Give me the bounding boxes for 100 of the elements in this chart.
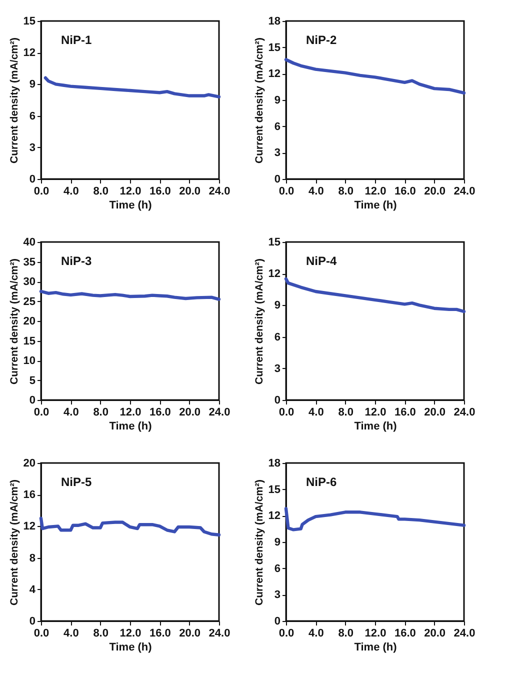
x-axis-title: Time (h) [109, 420, 152, 432]
x-tick-label: 12.0 [120, 186, 142, 198]
x-tick-label: 20.0 [424, 186, 446, 198]
annotation: NiP-6 [306, 475, 337, 489]
x-tick-label: 12.0 [364, 406, 386, 418]
y-tick-label: 3 [274, 147, 280, 160]
y-tick-label: 20 [23, 458, 36, 470]
x-tick-label: 8.0 [338, 406, 354, 418]
y-tick-label: 20 [23, 316, 36, 328]
y-tick-label: 0 [274, 174, 280, 186]
y-axis-title: Current density (mA/cm²) [8, 37, 20, 164]
line-series [284, 507, 466, 532]
y-tick-label: 25 [23, 296, 36, 308]
y-tick-label: 16 [23, 489, 36, 502]
x-tick-label: 4.0 [64, 186, 79, 198]
annotation: NiP-5 [61, 475, 92, 489]
x-tick-label: 16.0 [394, 628, 416, 640]
y-tick-label: 6 [274, 120, 280, 133]
x-tick-label: 0.0 [34, 186, 50, 198]
line-series [284, 277, 466, 314]
annotation: NiP-3 [61, 254, 92, 268]
x-tick-label: 20.0 [179, 186, 201, 198]
line-series [44, 76, 221, 98]
y-tick-label: 6 [274, 562, 280, 575]
y-tick-label: 15 [268, 236, 280, 248]
x-tick-label: 24.0 [208, 406, 230, 418]
y-tick-label: 4 [29, 584, 36, 596]
x-tick-label: 0.0 [278, 406, 294, 418]
x-tick-label: 4.0 [64, 406, 79, 418]
x-tick-label: 12.0 [364, 628, 386, 640]
y-tick-label: 12 [23, 47, 36, 60]
y-tick-label: 9 [274, 300, 280, 312]
y-axis-title: Current density (mA/cm²) [253, 479, 266, 606]
x-tick-label: 24.0 [208, 186, 230, 198]
y-tick-label: 18 [268, 458, 280, 470]
line-series [39, 516, 221, 536]
x-tick-label: 16.0 [149, 628, 171, 640]
y-axis-title: Current density (mA/cm²) [253, 37, 266, 164]
line-series [39, 290, 221, 301]
x-tick-label: 20.0 [424, 406, 446, 418]
y-tick-label: 5 [29, 374, 36, 387]
y-tick-label: 0 [29, 616, 36, 628]
x-tick-label: 8.0 [338, 628, 354, 640]
y-tick-label: 0 [29, 394, 36, 406]
x-tick-label: 12.0 [120, 406, 142, 418]
y-axis-title: Current density (mA/cm²) [253, 258, 266, 385]
y-tick-label: 12 [268, 68, 280, 80]
x-tick-label: 0.0 [278, 628, 294, 640]
y-tick-label: 6 [274, 331, 280, 344]
y-tick-label: 9 [274, 94, 280, 106]
x-tick-label: 16.0 [394, 186, 416, 198]
x-tick-label: 4.0 [308, 628, 324, 640]
y-tick-label: 15 [268, 42, 280, 54]
y-tick-label: 15 [23, 16, 36, 28]
x-tick-label: 8.0 [338, 186, 354, 198]
x-tick-label: 8.0 [93, 406, 108, 418]
x-tick-label: 20.0 [424, 628, 446, 640]
y-tick-label: 8 [29, 552, 36, 564]
y-tick-label: 35 [23, 256, 36, 268]
annotation: NiP-1 [61, 33, 92, 47]
x-axis-title: Time (h) [354, 420, 398, 432]
x-tick-label: 0.0 [34, 628, 50, 640]
x-tick-label: 16.0 [149, 406, 171, 418]
x-tick-label: 24.0 [208, 628, 230, 640]
x-tick-label: 20.0 [179, 628, 201, 640]
y-tick-label: 9 [29, 78, 36, 91]
y-tick-label: 12 [268, 510, 280, 522]
y-axis-title: Current density (mA/cm²) [8, 479, 20, 606]
x-tick-label: 24.0 [454, 186, 476, 198]
x-tick-label: 0.0 [34, 406, 50, 418]
y-tick-label: 15 [23, 335, 36, 348]
y-tick-label: 3 [274, 589, 280, 602]
y-tick-label: 10 [23, 355, 36, 367]
x-tick-label: 4.0 [308, 186, 324, 198]
y-tick-label: 40 [23, 236, 36, 248]
x-tick-label: 16.0 [394, 406, 416, 418]
y-tick-label: 3 [29, 142, 36, 154]
x-axis-title: Time (h) [354, 200, 398, 212]
y-axis-title: Current density (mA/cm²) [8, 258, 20, 385]
y-tick-label: 0 [29, 174, 36, 186]
x-tick-label: 24.0 [454, 406, 476, 418]
y-tick-label: 3 [274, 362, 280, 375]
line-series [284, 58, 466, 95]
x-tick-label: 20.0 [179, 406, 201, 418]
y-tick-label: 30 [23, 276, 36, 288]
x-axis-title: Time (h) [109, 200, 152, 212]
x-tick-label: 12.0 [364, 186, 386, 198]
x-tick-label: 4.0 [64, 628, 79, 640]
y-tick-label: 12 [23, 520, 36, 533]
y-tick-label: 0 [274, 394, 280, 406]
x-tick-label: 24.0 [454, 628, 476, 640]
x-axis-title: Time (h) [354, 642, 398, 654]
x-tick-label: 8.0 [93, 186, 108, 198]
x-axis-title: Time (h) [109, 642, 152, 654]
x-tick-label: 12.0 [120, 628, 142, 640]
y-tick-label: 6 [29, 110, 36, 122]
y-tick-label: 9 [274, 536, 280, 548]
annotation: NiP-2 [306, 33, 337, 47]
y-tick-label: 18 [268, 16, 280, 28]
x-tick-label: 8.0 [93, 628, 108, 640]
